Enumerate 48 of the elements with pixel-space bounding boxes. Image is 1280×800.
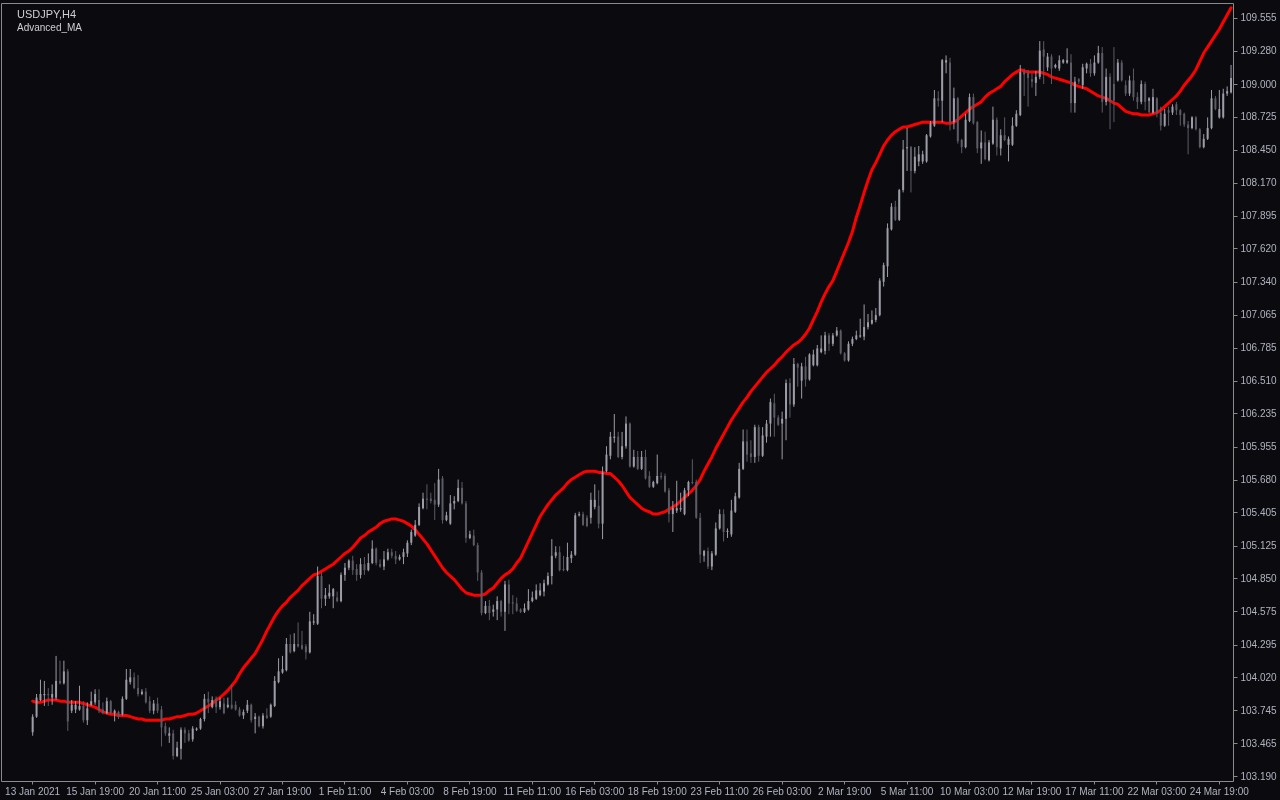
y-tick-label: 107.340 <box>1240 276 1278 288</box>
x-tick-label: 26 Feb 03:00 <box>752 785 813 797</box>
candlestick <box>312 613 315 626</box>
y-tick-label: 104.020 <box>1240 671 1278 683</box>
y-tick-label: 103.745 <box>1240 704 1278 716</box>
candlestick <box>859 318 862 339</box>
y-tick-label: 108.170 <box>1240 177 1278 189</box>
y-tick-label: 104.575 <box>1240 605 1278 617</box>
x-tick-label: 2 Mar 19:00 <box>817 785 872 797</box>
x-tick-label: 22 Mar 03:00 <box>1127 785 1187 797</box>
x-tick-label: 8 Feb 19:00 <box>443 785 497 797</box>
y-tick-label: 109.000 <box>1240 78 1278 90</box>
y-tick-label: 106.510 <box>1240 375 1278 387</box>
y-tick-label: 103.190 <box>1240 770 1278 782</box>
y-tick-label: 107.895 <box>1240 210 1278 222</box>
text: Advanced_MA <box>17 22 83 33</box>
x-tick-label: 13 Jan 2021 <box>5 785 61 797</box>
x-tick-label: 18 Feb 19:00 <box>627 785 688 797</box>
y-tick-label: 109.555 <box>1240 12 1278 24</box>
x-tick-label: 10 Mar 03:00 <box>940 785 1000 797</box>
y-tick-label: 107.620 <box>1240 242 1278 254</box>
x-tick-label: 16 Feb 03:00 <box>565 785 625 797</box>
y-tick-label: 104.295 <box>1240 639 1278 651</box>
chart-title: USDJPY,H4 <box>17 8 77 20</box>
x-tick-label: 24 Mar 19:00 <box>1189 785 1250 797</box>
y-tick-label: 105.405 <box>1240 506 1278 518</box>
y-tick-label: 107.065 <box>1240 309 1278 321</box>
x-tick-label: 1 Feb 11:00 <box>318 785 372 797</box>
x-tick-label: 12 Mar 19:00 <box>1002 785 1062 797</box>
y-tick-label: 104.850 <box>1240 572 1278 584</box>
y-tick-label: 109.280 <box>1240 45 1278 57</box>
x-tick-label: 4 Feb 03:00 <box>380 785 435 797</box>
x-tick-label: 15 Jan 19:00 <box>66 785 125 797</box>
x-tick-label: 20 Jan 11:00 <box>129 785 187 797</box>
x-tick-label: 27 Jan 19:00 <box>253 785 312 797</box>
x-tick-label: 25 Jan 03:00 <box>191 785 250 797</box>
y-tick-label: 106.235 <box>1240 407 1278 419</box>
y-tick-label: 105.955 <box>1240 441 1278 453</box>
y-tick-label: 108.725 <box>1240 111 1278 123</box>
y-tick-label: 108.450 <box>1240 144 1278 156</box>
x-tick-label: 5 Mar 11:00 <box>880 785 934 797</box>
x-tick-label: 23 Feb 11:00 <box>690 785 750 797</box>
y-tick-label: 106.785 <box>1240 342 1278 354</box>
y-tick-label: 105.125 <box>1240 540 1278 552</box>
x-tick-label: 11 Feb 11:00 <box>503 785 562 797</box>
y-tick-label: 105.680 <box>1240 474 1278 486</box>
x-tick-label: 17 Mar 11:00 <box>1065 785 1124 797</box>
y-tick-label: 103.465 <box>1240 737 1278 749</box>
